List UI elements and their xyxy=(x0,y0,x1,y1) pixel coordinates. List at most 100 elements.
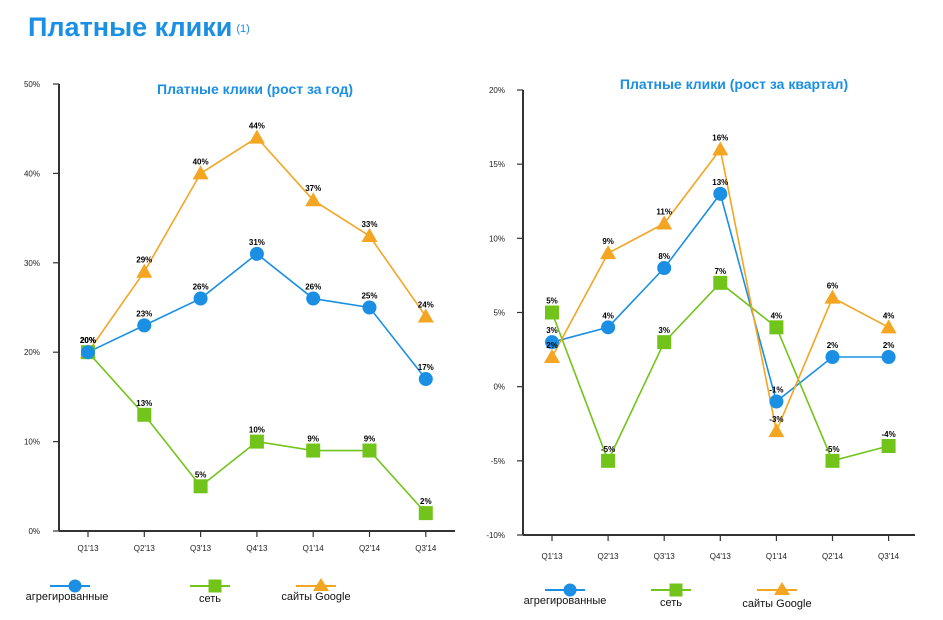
point-square-network xyxy=(601,453,616,468)
data-label-google_sites: 44% xyxy=(249,122,265,131)
x-tick-label: Q1'14 xyxy=(766,552,788,561)
point-square-network xyxy=(418,506,433,521)
y-tick-label: 20% xyxy=(24,348,40,357)
point-circle-aggregated xyxy=(657,261,672,275)
point-triangle-google_sites xyxy=(880,319,897,334)
legend-label-network: сеть xyxy=(199,593,221,605)
point-square-network xyxy=(137,407,152,422)
data-label-network: 20% xyxy=(80,336,96,345)
data-label-aggregated: 2% xyxy=(883,341,895,350)
point-square-network xyxy=(306,443,321,458)
data-label-network: -5% xyxy=(601,445,615,454)
x-tick-label: Q1'14 xyxy=(303,544,325,553)
legend-label-aggregated: агрегированные xyxy=(524,595,607,607)
point-triangle-google_sites xyxy=(417,308,434,323)
point-triangle-google_sites xyxy=(544,349,560,363)
x-tick-label: Q3'13 xyxy=(190,544,212,553)
data-label-aggregated: -1% xyxy=(769,386,783,395)
x-tick-label: Q4'13 xyxy=(710,552,732,561)
yearly-growth-chart: Платные клики (рост за год) 0% 10% 20% 30% 40… xyxy=(24,80,455,605)
data-label-google_sites: 9% xyxy=(602,237,614,246)
data-label-aggregated: 17% xyxy=(418,363,434,372)
point-circle-aggregated xyxy=(825,350,840,364)
point-circle-aggregated xyxy=(881,350,896,364)
point-square-network xyxy=(657,335,672,350)
data-label-network: 9% xyxy=(307,435,319,444)
data-label-google_sites: 24% xyxy=(418,300,434,309)
legend-circle-icon xyxy=(68,579,82,593)
data-label-google_sites: -3% xyxy=(769,415,783,424)
y-tick-label: 5% xyxy=(493,309,505,318)
point-circle-aggregated xyxy=(249,246,264,261)
chart-title: Платные клики (рост за год) xyxy=(157,81,353,97)
data-label-google_sites: 33% xyxy=(361,220,377,229)
point-circle-aggregated xyxy=(306,291,321,306)
data-label-aggregated: 31% xyxy=(249,238,265,247)
point-triangle-google_sites xyxy=(248,129,265,144)
point-square-network xyxy=(545,305,559,320)
data-label-aggregated: 26% xyxy=(193,283,209,292)
data-label-network: 2% xyxy=(420,497,432,506)
data-label-google_sites: 2% xyxy=(546,341,558,350)
y-tick-label: -10% xyxy=(486,531,505,540)
x-tick-label: Q3'14 xyxy=(415,544,437,553)
data-label-network: 5% xyxy=(195,470,207,479)
data-label-google_sites: 16% xyxy=(712,133,728,142)
point-circle-aggregated xyxy=(81,345,95,360)
data-label-google_sites: 11% xyxy=(656,208,672,217)
data-label-network: 9% xyxy=(364,435,376,444)
chart-title: Платные клики (рост за квартал) xyxy=(620,76,848,92)
point-triangle-google_sites xyxy=(600,245,617,260)
point-triangle-google_sites xyxy=(136,263,153,278)
data-label-google_sites: 4% xyxy=(883,311,895,320)
data-label-network: 3% xyxy=(658,326,670,335)
x-tick-label: Q2'13 xyxy=(134,544,156,553)
quarterly-growth-chart: Платные клики (рост за квартал) -10% -5% 0%… xyxy=(486,76,915,610)
y-tick-label: 0% xyxy=(493,383,505,392)
point-triangle-google_sites xyxy=(361,227,378,242)
data-label-network: -4% xyxy=(881,430,895,439)
page-title: Платные клики (1) xyxy=(28,12,250,43)
point-circle-aggregated xyxy=(545,335,559,350)
data-label-network: 4% xyxy=(771,311,783,320)
legend-square-icon xyxy=(208,579,222,593)
point-circle-aggregated xyxy=(362,300,377,315)
data-label-aggregated: 23% xyxy=(136,309,152,318)
point-square-network xyxy=(825,453,840,468)
data-label-network: 7% xyxy=(715,267,727,276)
data-label-google_sites: 20% xyxy=(80,336,96,345)
data-label-google_sites: 40% xyxy=(193,157,209,166)
data-label-aggregated: 26% xyxy=(305,283,321,292)
y-tick-label: 50% xyxy=(24,80,40,89)
data-label-network: 5% xyxy=(546,297,558,306)
data-label-aggregated: 2% xyxy=(827,341,839,350)
point-triangle-google_sites xyxy=(712,141,729,156)
legend-triangle-icon xyxy=(313,578,329,591)
data-label-aggregated: 4% xyxy=(602,311,614,320)
x-tick-label: Q2'14 xyxy=(822,552,844,561)
point-square-network xyxy=(362,443,377,458)
point-square-network xyxy=(193,479,208,494)
series-line-aggregated xyxy=(551,192,889,403)
data-label-aggregated: 13% xyxy=(712,178,728,187)
y-tick-label: 15% xyxy=(489,160,505,169)
point-circle-aggregated xyxy=(713,186,728,201)
page-title-text: Платные клики xyxy=(28,12,233,42)
point-circle-aggregated xyxy=(601,320,616,335)
y-tick-label: 40% xyxy=(24,169,40,178)
point-square-network xyxy=(713,275,728,290)
data-label-aggregated: 8% xyxy=(658,252,670,261)
point-triangle-google_sites xyxy=(824,289,841,304)
data-label-aggregated: 20% xyxy=(80,336,96,345)
point-triangle-google_sites xyxy=(305,192,322,207)
point-circle-aggregated xyxy=(193,291,208,306)
y-tick-label: 10% xyxy=(489,234,505,243)
x-tick-label: Q1'13 xyxy=(541,552,563,561)
data-label-google_sites: 6% xyxy=(827,282,839,291)
x-tick-label: Q2'14 xyxy=(359,544,381,553)
data-label-network: 10% xyxy=(249,426,265,435)
point-circle-aggregated xyxy=(137,318,152,333)
series-line-network xyxy=(551,281,889,463)
point-square-network xyxy=(249,434,264,449)
data-label-google_sites: 29% xyxy=(136,256,152,265)
